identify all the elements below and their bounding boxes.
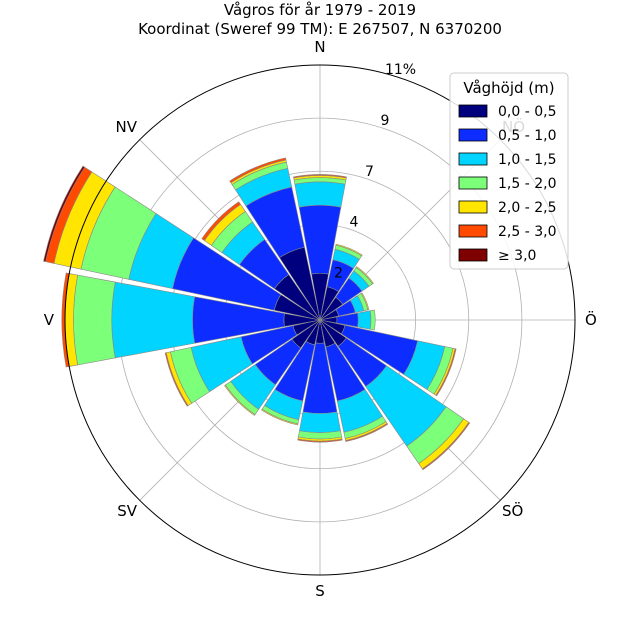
- rose-wedge-s-bin2: [299, 411, 341, 433]
- dir-label-n: N: [314, 38, 325, 56]
- rose-wedge-önö-bin4: [360, 292, 370, 311]
- legend-label: 1,0 - 1,5: [498, 152, 556, 168]
- rose-wedge-n-bin5: [293, 174, 347, 179]
- dir-label-sw: SV: [117, 502, 138, 520]
- dir-label-s: S: [315, 582, 325, 600]
- rose-wedge-vnv-bin6: [43, 165, 86, 263]
- legend-swatch: [458, 176, 488, 190]
- legend-swatch: [458, 200, 488, 214]
- dir-label-w: V: [44, 311, 55, 329]
- chart-title-line2: Koordinat (Sweref 99 TM): E 267507, N 63…: [138, 20, 502, 38]
- rose-wedge-v-bin2: [111, 281, 195, 359]
- radial-tick-label: 7: [365, 164, 374, 180]
- legend: Våghöjd (m) 0,0 - 0,5 0,5 - 1,0 1,0 - 1,5 1…: [449, 72, 569, 270]
- rose-wedge-s-bin5: [297, 438, 343, 443]
- radial-tick-label: 2: [334, 265, 343, 281]
- legend-label: ≥ 3,0: [498, 248, 536, 264]
- legend-swatch: [458, 104, 488, 118]
- radial-tick-label: 11%: [385, 62, 416, 78]
- dir-label-e: Ö: [585, 310, 597, 329]
- rose-wedge-vsv-bin5: [164, 352, 189, 407]
- rose-wedge-nnv-bin5: [229, 157, 287, 184]
- legend-label: 1,5 - 2,0: [498, 176, 556, 192]
- rose-wedge-ssö-bin5: [345, 422, 389, 442]
- legend-box: [449, 72, 569, 270]
- chart-title-line1: Vågros för år 1979 - 2019: [224, 1, 416, 19]
- legend-label: 2,0 - 2,5: [498, 200, 556, 216]
- rose-wedge-nnö-bin4: [335, 243, 363, 257]
- rose-wedge-ösö-bin5: [435, 348, 457, 397]
- legend-title: Våghöjd (m): [463, 79, 554, 97]
- rose-wedge-nö-bin4: [355, 266, 374, 285]
- legend-swatch: [458, 224, 488, 238]
- rose-wedge-nv-bin5: [201, 201, 241, 241]
- dir-label-se: SÖ: [502, 501, 523, 520]
- legend-label: 2,5 - 3,0: [498, 224, 556, 240]
- legend-swatch: [458, 152, 488, 166]
- legend-swatch: [458, 248, 488, 262]
- legend-swatch: [458, 128, 488, 142]
- dir-label-nw: NV: [116, 118, 138, 136]
- radial-tick-label: 4: [349, 215, 358, 231]
- rose-wedge-ö-bin2: [357, 310, 372, 330]
- rose-wedge-v-bin3: [73, 274, 116, 366]
- legend-label: 0,5 - 1,0: [498, 128, 556, 144]
- rose-wedge-ö-bin3: [369, 309, 376, 331]
- legend-label: 0,0 - 0,5: [498, 104, 556, 120]
- rose-bars: [43, 157, 471, 471]
- rose-wedge-ssv-bin4: [261, 408, 299, 426]
- rose-wedge-sv-bin4: [224, 384, 256, 416]
- outer-ring: [64, 64, 576, 576]
- rose-wedge-sö-bin5: [421, 421, 471, 471]
- radial-tick-labels: 2 4 7 9 11%: [334, 62, 416, 281]
- rose-wedge-n-bin2: [294, 181, 346, 208]
- radial-tick-label: 9: [381, 113, 390, 129]
